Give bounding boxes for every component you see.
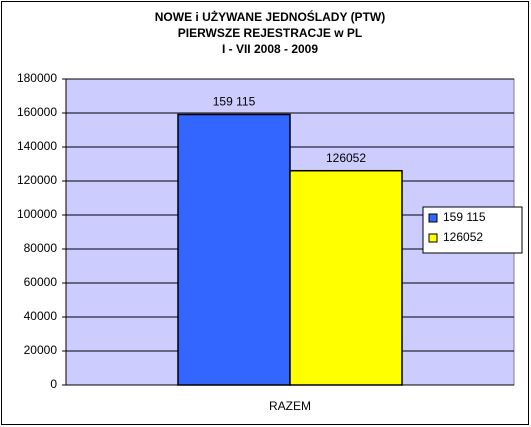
legend-box	[422, 206, 523, 254]
x-tick-label: RAZEM	[269, 399, 311, 413]
bar	[177, 113, 291, 386]
y-tick-label: 160000	[17, 105, 57, 119]
legend-label: 159 115	[443, 210, 486, 224]
y-tick-label: 20000	[24, 343, 58, 357]
y-tick-label: 140000	[17, 139, 57, 153]
data-label: 159 115	[213, 95, 256, 109]
y-tick-label: 40000	[24, 309, 58, 323]
y-tick-label: 60000	[24, 275, 58, 289]
data-label: 126052	[326, 151, 366, 165]
legend-swatch	[428, 233, 438, 243]
y-tick-label: 180000	[17, 71, 57, 85]
y-tick-label: 100000	[17, 207, 57, 221]
y-tick-label: 120000	[17, 173, 57, 187]
y-tick-label: 80000	[24, 241, 58, 255]
chart-title: PIERWSZE REJESTRACJE w PL	[178, 26, 362, 40]
chart-title: I - VII 2008 - 2009	[222, 42, 318, 56]
chart-title: NOWE i UŻYWANE JEDNOŚLADY (PTW)	[155, 9, 385, 24]
bar	[289, 169, 403, 386]
y-tick-label: 0	[50, 377, 57, 391]
legend-swatch	[428, 213, 438, 223]
legend-label: 126052	[443, 230, 483, 244]
